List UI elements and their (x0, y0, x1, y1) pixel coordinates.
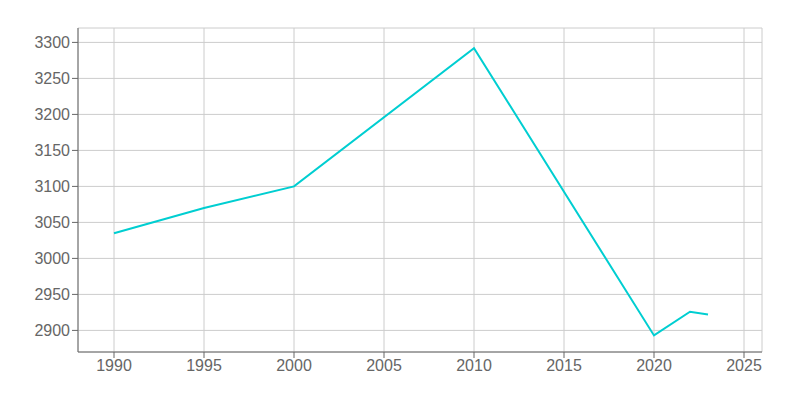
svg-text:2900: 2900 (34, 322, 70, 339)
svg-text:2950: 2950 (34, 286, 70, 303)
svg-text:3000: 3000 (34, 250, 70, 267)
svg-text:3300: 3300 (34, 34, 70, 51)
svg-text:1990: 1990 (96, 357, 132, 374)
svg-text:2025: 2025 (726, 357, 762, 374)
svg-text:3200: 3200 (34, 106, 70, 123)
svg-text:2005: 2005 (366, 357, 402, 374)
svg-text:2010: 2010 (456, 357, 492, 374)
svg-text:3150: 3150 (34, 142, 70, 159)
svg-text:2020: 2020 (636, 357, 672, 374)
svg-text:3050: 3050 (34, 214, 70, 231)
svg-text:2015: 2015 (546, 357, 582, 374)
svg-text:1995: 1995 (186, 357, 222, 374)
svg-text:3250: 3250 (34, 70, 70, 87)
svg-text:2000: 2000 (276, 357, 312, 374)
svg-text:3100: 3100 (34, 178, 70, 195)
